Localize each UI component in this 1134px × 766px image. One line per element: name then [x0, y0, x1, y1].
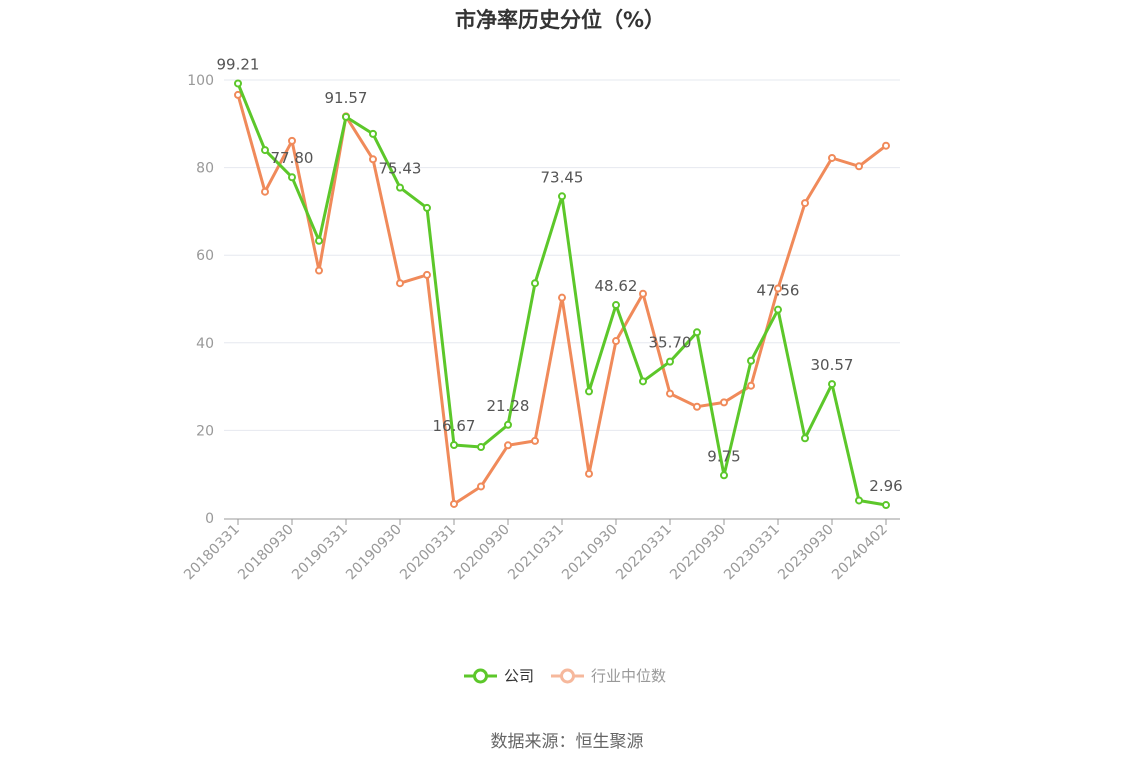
data-label: 73.45 [541, 168, 584, 186]
y-tick-label: 80 [196, 161, 214, 177]
grid-lines [224, 79, 900, 431]
legend-item-1[interactable]: 行业中位数 [551, 667, 666, 685]
data-point[interactable] [315, 236, 323, 245]
data-label: 75.43 [379, 160, 422, 178]
series-0 [234, 79, 890, 510]
legend: 公司 行业中位数 [464, 667, 666, 685]
data-labels: 99.21 77.80 91.57 75.43 16.67 21.28 73.45 48.62… [217, 55, 903, 495]
x-tick-label: 20220331 [613, 522, 675, 584]
x-tick-label: 20180930 [235, 522, 297, 584]
data-point[interactable] [261, 146, 269, 155]
data-point[interactable] [288, 173, 296, 182]
data-point[interactable] [261, 187, 269, 196]
data-point[interactable] [882, 141, 890, 150]
x-tick-label: 20180331 [181, 522, 243, 584]
y-axis-ticks: 0 20 40 60 80 100 [187, 73, 214, 527]
data-point[interactable] [531, 279, 539, 288]
source-note: 数据来源：恒生聚源 [491, 732, 644, 752]
y-tick-label: 0 [205, 511, 214, 527]
data-label: 35.70 [649, 334, 692, 352]
data-point[interactable] [585, 469, 593, 478]
x-tick-label: 20210331 [505, 522, 567, 584]
x-tick-label: 20240402 [829, 522, 891, 584]
data-point[interactable] [423, 203, 431, 212]
data-label: 77.80 [271, 149, 314, 167]
data-point[interactable] [639, 289, 647, 298]
data-label: 21.28 [487, 397, 530, 415]
x-tick-label: 20200930 [451, 522, 513, 584]
data-point[interactable] [693, 328, 701, 337]
data-point[interactable] [855, 496, 863, 505]
data-point[interactable] [612, 301, 620, 310]
data-point[interactable] [828, 153, 836, 162]
data-label: 48.62 [595, 277, 638, 295]
legend-item-0[interactable]: 公司 [464, 667, 534, 685]
data-point[interactable] [585, 387, 593, 396]
data-point[interactable] [342, 112, 350, 121]
data-point[interactable] [504, 420, 512, 429]
data-point[interactable] [639, 377, 647, 386]
data-point[interactable] [774, 284, 782, 293]
x-tick-label: 20190930 [343, 522, 405, 584]
data-point[interactable] [666, 357, 674, 366]
legend-marker-icon [473, 668, 488, 684]
data-point[interactable] [369, 129, 377, 138]
data-label: 30.57 [811, 356, 854, 374]
y-tick-label: 60 [196, 248, 214, 264]
data-point[interactable] [882, 501, 890, 510]
y-tick-label: 20 [196, 423, 214, 439]
x-tick-label: 20230331 [721, 522, 783, 584]
data-point[interactable] [747, 381, 755, 390]
series-1 [234, 90, 890, 508]
data-point[interactable] [477, 482, 485, 491]
data-point[interactable] [747, 356, 755, 365]
x-tick-label: 20230930 [775, 522, 837, 584]
x-tick-label: 20210930 [559, 522, 621, 584]
data-point[interactable] [396, 183, 404, 192]
data-point[interactable] [801, 199, 809, 208]
data-point[interactable] [828, 380, 836, 389]
data-point[interactable] [666, 389, 674, 398]
data-point[interactable] [855, 162, 863, 171]
legend-marker-icon [560, 668, 575, 684]
x-tick-label: 20190331 [289, 522, 351, 584]
x-tick-label: 20200331 [397, 522, 459, 584]
data-point[interactable] [396, 279, 404, 288]
x-axis-ticks: 2018033120180930201903312019093020200331… [181, 519, 891, 583]
data-point[interactable] [720, 471, 728, 480]
data-label: 99.21 [217, 55, 260, 73]
data-label: 91.57 [325, 89, 368, 107]
data-point[interactable] [774, 305, 782, 314]
data-point[interactable] [423, 270, 431, 279]
data-point[interactable] [558, 192, 566, 201]
legend-label: 行业中位数 [591, 667, 666, 685]
data-point[interactable] [720, 398, 728, 407]
data-point[interactable] [450, 499, 458, 508]
legend-label: 公司 [504, 667, 534, 685]
data-point[interactable] [315, 266, 323, 275]
y-tick-label: 40 [196, 336, 214, 352]
data-point[interactable] [369, 155, 377, 164]
data-point[interactable] [288, 136, 296, 145]
data-label: 9.75 [707, 447, 740, 465]
y-tick-label: 100 [187, 73, 214, 89]
series-lines [234, 79, 890, 510]
data-label: 2.96 [869, 477, 902, 495]
data-point[interactable] [531, 436, 539, 445]
x-tick-label: 20220930 [667, 522, 729, 584]
data-point[interactable] [693, 402, 701, 411]
data-point[interactable] [558, 293, 566, 302]
chart-title: 市净率历史分位（%） [455, 8, 665, 32]
data-point[interactable] [504, 441, 512, 450]
data-label: 16.67 [433, 417, 476, 435]
data-point[interactable] [612, 337, 620, 346]
data-point[interactable] [234, 79, 242, 88]
data-label: 47.56 [757, 282, 800, 300]
data-point[interactable] [801, 434, 809, 443]
data-point[interactable] [234, 90, 242, 99]
data-point[interactable] [477, 443, 485, 452]
data-point[interactable] [450, 440, 458, 449]
